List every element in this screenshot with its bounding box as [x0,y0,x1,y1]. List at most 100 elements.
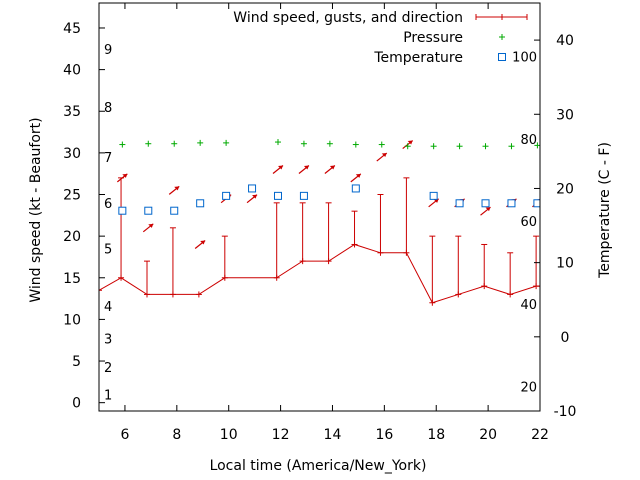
wind-direction-arrow [298,165,310,174]
temperature-point [429,191,438,200]
fahrenheit-label: 80 [520,133,537,148]
fahrenheit-label: 40 [520,298,537,313]
pressure-point [197,139,204,146]
y-tick-label: 15 [63,271,81,287]
plot-area [99,139,540,306]
y-tick-label: 35 [63,104,81,120]
y2-tick-label: 20 [556,181,574,197]
legend-entry-label: Pressure [403,30,463,46]
x-tick-label: 10 [220,427,238,443]
pressure-point [119,141,126,148]
beaufort-label: 1 [104,388,112,403]
temperature-point [455,199,464,208]
pressure-point [508,143,515,150]
plot-series [99,139,540,306]
temperature-point [299,191,308,200]
wind-direction-arrow [194,240,206,249]
x-tick-label: 12 [272,427,290,443]
y-tick-label: 30 [63,146,81,162]
x-tick-label: 22 [531,427,549,443]
x-tick-label: 18 [427,427,445,443]
temperature-point [118,206,127,215]
legend-entry-label: Temperature [373,50,463,66]
pressure-point [352,141,359,148]
y-tick-label: 20 [63,229,81,245]
pressure-point [404,143,411,150]
fahrenheit-label: 100 [512,50,537,65]
legend-marker [499,14,505,20]
wind-speed-point [195,291,202,298]
y2-axis-label: Temperature (C - F) [597,142,613,279]
wind-direction-arrow [142,223,154,233]
x-tick-label: 6 [120,427,129,443]
pressure-point [482,143,489,150]
y2-tick-label: 10 [556,256,574,272]
y-axis-label: Wind speed (kt - Beaufort) [28,117,44,302]
temperature-point [248,184,257,193]
pressure-point [430,143,437,150]
y2-tick-label: 30 [556,107,574,123]
legend-marker [498,53,506,61]
pressure-point [223,139,230,146]
temperature-point [481,199,490,208]
plot-frame [98,2,541,412]
temperature-point [533,199,540,208]
pressure-point [300,140,307,147]
beaufort-label: 9 [104,43,112,58]
y-tick-label: 10 [63,312,81,328]
beaufort-label: 5 [104,243,112,258]
beaufort-label: 7 [104,151,112,166]
wind-direction-arrow [428,198,440,208]
axes: 6 8 10 12 14 16 18 20 22051015202530354045-10010… [63,2,577,443]
wind-speed-line [99,243,540,304]
wind-direction-arrow [324,165,336,174]
wind-speed-point [99,287,102,294]
temperature-point [351,184,360,193]
wind-direction-arrow [116,173,128,183]
wind-direction-arrow [272,165,284,174]
temperature-point [196,199,205,208]
temperature-point [222,191,231,200]
pressure-point [378,141,385,148]
fahrenheit-label: 20 [520,381,537,396]
pressure-point [171,140,178,147]
pressure-point [326,140,333,147]
legend-marker [499,34,505,40]
temperature-point [144,206,153,215]
wind-direction-arrow [376,152,388,162]
beaufort-label: 3 [104,333,112,348]
y-tick-label: 40 [63,63,81,79]
beaufort-label: 2 [104,361,112,376]
wind-direction-arrow [168,185,180,195]
x-axis-label: Local time (America/New_York) [210,458,427,474]
beaufort-label: 8 [104,101,112,116]
pressure-point [274,139,281,146]
y2-tick-label: -10 [554,404,577,420]
temperature-point [507,199,516,208]
y2-tick-label: 0 [561,330,570,346]
y2-tick-label: 40 [556,33,574,49]
y-tick-label: 25 [63,188,81,204]
pressure-point [145,140,152,147]
x-tick-label: 8 [172,427,181,443]
pressure-point [456,143,463,150]
legend-entry-label: Wind speed, gusts, and direction [233,10,463,26]
beaufort-label: 4 [104,300,112,315]
pressure-point [534,142,540,149]
beaufort-label: 6 [104,197,112,212]
temperature-point [273,191,282,200]
y-tick-label: 45 [63,21,81,37]
x-tick-label: 20 [479,427,497,443]
y-tick-label: 5 [72,354,81,370]
legend: Wind speed, gusts, and direction Pressure… [233,10,528,66]
y-tick-label: 0 [72,396,81,412]
x-tick-label: 14 [324,427,342,443]
fahrenheit-label: 60 [520,215,537,230]
wind-speed-point [537,283,540,290]
wind-direction-arrow [246,194,258,204]
x-tick-label: 16 [375,427,393,443]
wind-direction-arrow [350,173,362,183]
temperature-point [170,206,179,215]
wind-direction-arrow [480,206,491,216]
